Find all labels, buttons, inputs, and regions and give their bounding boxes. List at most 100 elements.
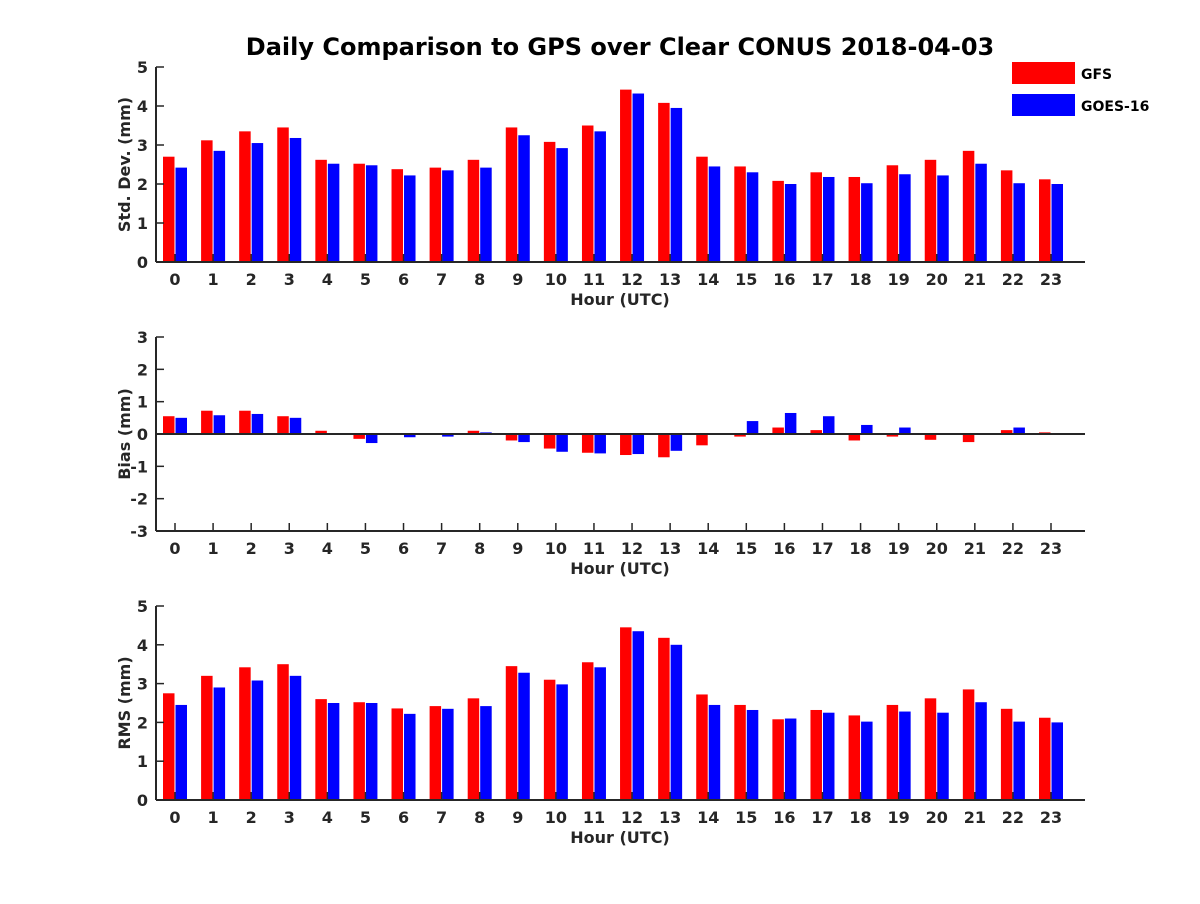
- bias-bar-gfs-18: [848, 434, 861, 441]
- stddev-bar-gfs-15: [734, 166, 746, 262]
- stddev-bar-goes16-12: [632, 93, 645, 263]
- stddev-bar-gfs-19: [886, 165, 899, 262]
- rms-xtick-label: 19: [888, 808, 910, 827]
- rms-bar-gfs-17: [810, 709, 822, 800]
- stddev-xtick-label: 5: [360, 270, 371, 289]
- bias-xtick-label: 5: [360, 539, 371, 558]
- stddev-bar-goes16-13: [670, 107, 683, 262]
- rms-xtick-label: 16: [773, 808, 795, 827]
- stddev-xtick-label: 11: [583, 270, 605, 289]
- bias-bar-goes16-6: [404, 434, 416, 438]
- stddev-xtick-label: 16: [773, 270, 795, 289]
- rms-xtick-label: 22: [1002, 808, 1024, 827]
- rms-bar-gfs-9: [505, 666, 518, 800]
- rms-bar-goes16-0: [175, 704, 187, 800]
- rms-bar-goes16-1: [213, 687, 226, 800]
- rms-bar-goes16-14: [708, 704, 721, 800]
- bias-bar-goes16-5: [365, 434, 378, 444]
- rms-bar-gfs-0: [163, 693, 175, 800]
- bias-xtick-label: 11: [583, 539, 605, 558]
- rms-xtick-label: 0: [169, 808, 180, 827]
- bias-bar-goes16-15: [746, 421, 759, 434]
- stddev-bar-gfs-16: [772, 180, 784, 262]
- rms-bar-goes16-4: [327, 703, 340, 800]
- stddev-xtick-label: 20: [926, 270, 948, 289]
- bias-xtick-label: 18: [849, 539, 871, 558]
- bias-bar-gfs-9: [505, 434, 518, 441]
- bias-bar-gfs-13: [658, 434, 670, 458]
- stddev-xtick-label: 0: [169, 270, 180, 289]
- stddev-bar-goes16-9: [518, 135, 530, 262]
- rms-xtick-label: 2: [246, 808, 257, 827]
- stddev-xtick-label: 8: [474, 270, 485, 289]
- rms-bar-gfs-20: [924, 698, 937, 800]
- stddev-bar-goes16-8: [480, 167, 492, 262]
- stddev-bar-gfs-20: [924, 159, 937, 262]
- legend-swatch-gfs: [1012, 62, 1075, 84]
- rms-bar-gfs-19: [886, 704, 899, 800]
- bias-xtick-label: 13: [659, 539, 681, 558]
- rms-bar-goes16-6: [404, 713, 416, 800]
- bias-xtick-label: 0: [169, 539, 180, 558]
- rms-bar-goes16-12: [632, 631, 645, 800]
- bias-bar-gfs-4: [315, 430, 327, 434]
- bias-bar-goes16-22: [1013, 427, 1025, 434]
- rms-xtick-label: 17: [811, 808, 833, 827]
- bias-bar-gfs-0: [163, 416, 175, 434]
- rms-bar-gfs-4: [315, 699, 327, 800]
- rms-xtick-label: 20: [926, 808, 948, 827]
- bias-bar-gfs-14: [696, 434, 708, 446]
- stddev-xtick-label: 10: [545, 270, 567, 289]
- rms-bar-goes16-20: [937, 712, 949, 800]
- bias-xtick-label: 14: [697, 539, 719, 558]
- bias-xtick-label: 2: [246, 539, 257, 558]
- stddev-xtick-label: 1: [208, 270, 219, 289]
- rms-bar-gfs-22: [1000, 708, 1013, 800]
- rms-bar-gfs-2: [239, 667, 251, 800]
- bias-bar-gfs-21: [962, 434, 975, 443]
- rms-bar-goes16-18: [861, 721, 873, 800]
- rms-bar-gfs-3: [277, 664, 289, 800]
- stddev-ytick-label: 3: [137, 136, 148, 155]
- rms-bar-goes16-16: [784, 718, 797, 800]
- stddev-xtick-label: 14: [697, 270, 719, 289]
- rms-bar-goes16-23: [1051, 722, 1063, 800]
- stddev-bar-gfs-11: [581, 125, 594, 262]
- bias-xtick-label: 21: [964, 539, 986, 558]
- bias-xlabel: Hour (UTC): [570, 559, 670, 578]
- rms-bar-goes16-3: [289, 675, 302, 800]
- stddev-xtick-label: 17: [811, 270, 833, 289]
- stddev-bar-gfs-21: [962, 150, 975, 262]
- bias-bar-gfs-11: [581, 434, 594, 453]
- bias-ytick-label: 3: [137, 328, 148, 347]
- stddev-xtick-label: 22: [1002, 270, 1024, 289]
- stddev-bar-goes16-22: [1013, 183, 1025, 262]
- bias-bar-gfs-3: [277, 416, 289, 434]
- rms-bar-gfs-15: [734, 704, 746, 800]
- bias-ytick-label: 2: [137, 360, 148, 379]
- stddev-bar-goes16-3: [289, 137, 302, 262]
- bias-bar-goes16-12: [632, 434, 645, 455]
- legend-swatch-goes16: [1012, 94, 1075, 116]
- bias-ytick-label: -1: [130, 457, 148, 476]
- rms-bar-goes16-7: [442, 708, 454, 800]
- stddev-xtick-label: 2: [246, 270, 257, 289]
- rms-bar-goes16-9: [518, 672, 530, 800]
- rms-bar-goes16-5: [365, 703, 378, 800]
- bias-bar-gfs-2: [239, 410, 251, 434]
- stddev-bar-gfs-17: [810, 172, 822, 262]
- rms-bar-gfs-14: [696, 694, 708, 800]
- stddev-bar-gfs-3: [277, 127, 289, 262]
- bias-xtick-label: 12: [621, 539, 643, 558]
- bias-bar-gfs-22: [1000, 430, 1013, 434]
- rms-ytick-label: 3: [137, 675, 148, 694]
- bias-xtick-label: 16: [773, 539, 795, 558]
- rms-bar-goes16-17: [822, 712, 835, 800]
- stddev-bar-gfs-8: [467, 159, 480, 262]
- rms-bar-goes16-19: [899, 711, 911, 800]
- stddev-bar-gfs-18: [848, 176, 861, 262]
